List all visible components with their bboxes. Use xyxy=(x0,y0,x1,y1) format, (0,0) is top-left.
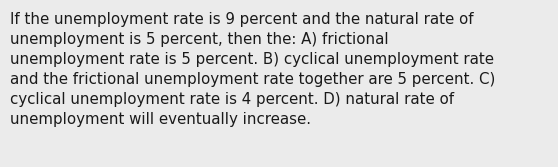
Text: If the unemployment rate is 9 percent and the natural rate of
unemployment is 5 : If the unemployment rate is 9 percent an… xyxy=(10,12,496,127)
